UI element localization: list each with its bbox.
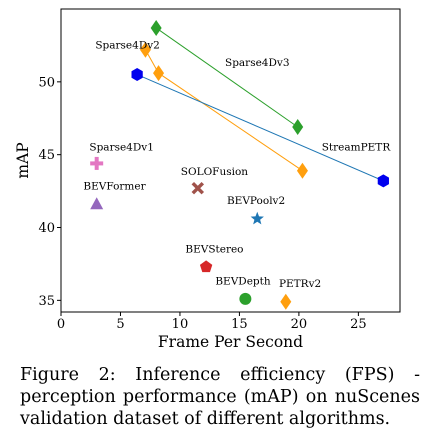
series-point-sparse4dv3-1 (292, 118, 304, 135)
point-bevdepth (239, 292, 252, 305)
point-labels: Sparse4Dv2 Sparse4Dv3 StreamPETR Sparse4Dv1… (83, 39, 391, 290)
label-bevpoolv2: BEVPoolv2 (227, 195, 285, 207)
plot-axes: 0 5 10 15 20 25 35 40 45 50 (38, 8, 401, 332)
y-axis-label: mAP (14, 142, 32, 178)
plot-markers (90, 19, 389, 310)
y-tick-label-45: 45 (38, 148, 55, 163)
figure-caption: Figure 2: Inference efficiency (FPS) - p… (20, 365, 420, 429)
label-sparse4dv1: Sparse4Dv1 (89, 141, 154, 153)
label-bevdepth: BEVDepth (215, 275, 271, 287)
x-tick-label-25: 25 (350, 317, 367, 332)
series-point-sparse4dv2-2 (296, 162, 308, 179)
series-point-sparse4dv3-0 (150, 19, 162, 36)
point-bevformer (90, 197, 104, 210)
y-tick-label-40: 40 (38, 221, 55, 236)
series-connector-lines (136, 27, 384, 182)
x-tick-label-20: 20 (291, 317, 308, 332)
label-sparse4dv3: Sparse4Dv3 (225, 57, 290, 69)
label-bevstereo: BEVStereo (185, 243, 243, 255)
y-tick-label-50: 50 (38, 75, 55, 90)
label-solofusion: SOLOFusion (181, 166, 248, 178)
label-bevformer: BEVFormer (83, 181, 146, 193)
x-tick-label-5: 5 (116, 317, 124, 332)
series-line-streampetr (136, 74, 384, 182)
series-line-sparse4dv3 (155, 27, 298, 128)
x-tick-label-0: 0 (57, 317, 65, 332)
point-bevpoolv2 (250, 211, 264, 225)
point-sparse4dv1 (90, 156, 104, 170)
x-tick-label-10: 10 (172, 317, 189, 332)
label-petrv2: PETRv2 (279, 278, 321, 290)
label-streampetr: StreamPETR (322, 141, 392, 153)
point-solofusion-b (191, 181, 205, 195)
series-point-sparse4dv2-1 (153, 65, 165, 82)
y-tick-label-35: 35 (38, 294, 55, 309)
point-petrv2 (280, 293, 292, 310)
point-solofusion (191, 181, 205, 195)
x-axis-label: Frame Per Second (158, 333, 303, 351)
label-sparse4dv2: Sparse4Dv2 (95, 39, 160, 51)
point-bevstereo (199, 260, 213, 273)
series-point-streampetr-0 (131, 68, 143, 82)
x-tick-label-15: 15 (231, 317, 248, 332)
point-sparse4dv1-v (94, 156, 99, 170)
series-point-sparse4dv2-0 (139, 41, 151, 58)
plot-frame (60, 8, 401, 313)
series-point-streampetr-1 (377, 174, 389, 188)
